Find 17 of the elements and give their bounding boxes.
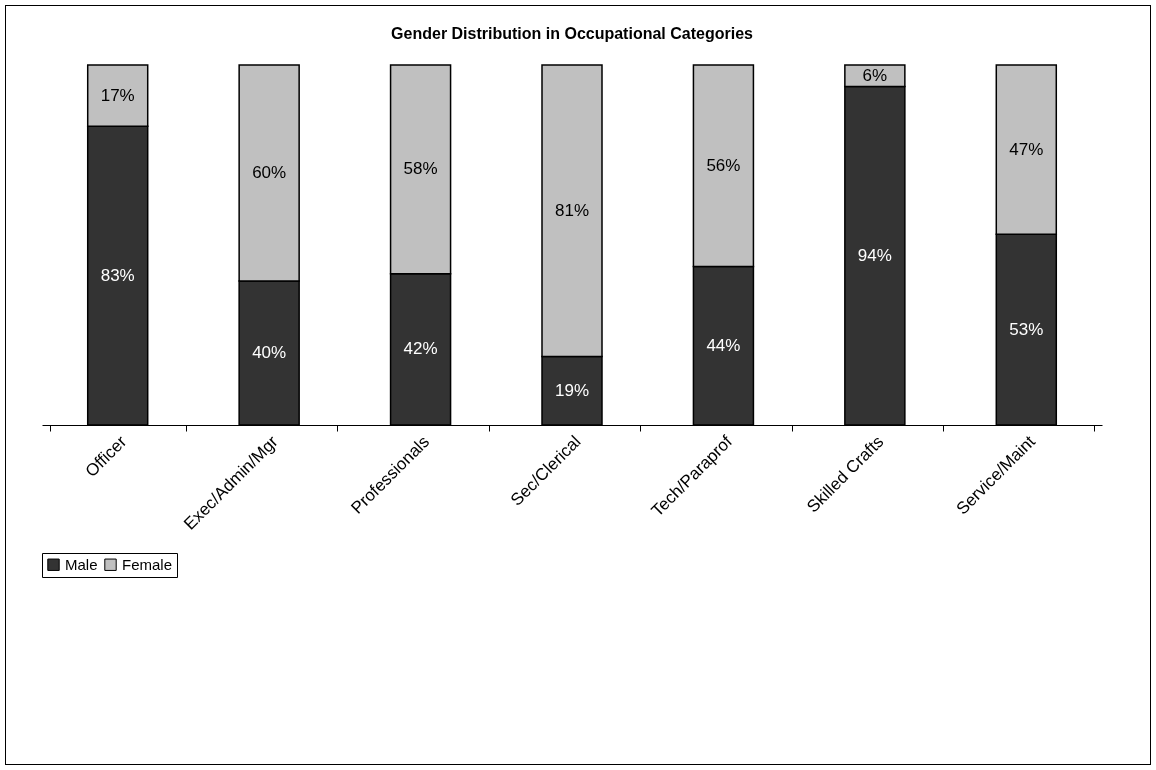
data-label: 83%: [100, 265, 135, 285]
data-label: 44%: [706, 335, 741, 355]
data-label: 19%: [554, 380, 590, 400]
chart-title: Gender Distribution in Occupational Categories: [391, 25, 754, 43]
data-label: 47%: [1009, 139, 1044, 159]
legend-label: Female: [122, 555, 173, 573]
legend-label: Male: [65, 555, 98, 573]
data-label: 6%: [862, 65, 888, 85]
data-label: 56%: [706, 155, 741, 175]
data-label: 60%: [252, 163, 287, 182]
data-label: 81%: [554, 200, 590, 220]
data-label: 40%: [252, 343, 287, 362]
data-label: 17%: [100, 85, 135, 105]
data-label: 42%: [403, 339, 438, 359]
data-label: 94%: [857, 245, 892, 265]
data-label: 58%: [403, 159, 438, 179]
data-label: 53%: [1009, 319, 1044, 339]
